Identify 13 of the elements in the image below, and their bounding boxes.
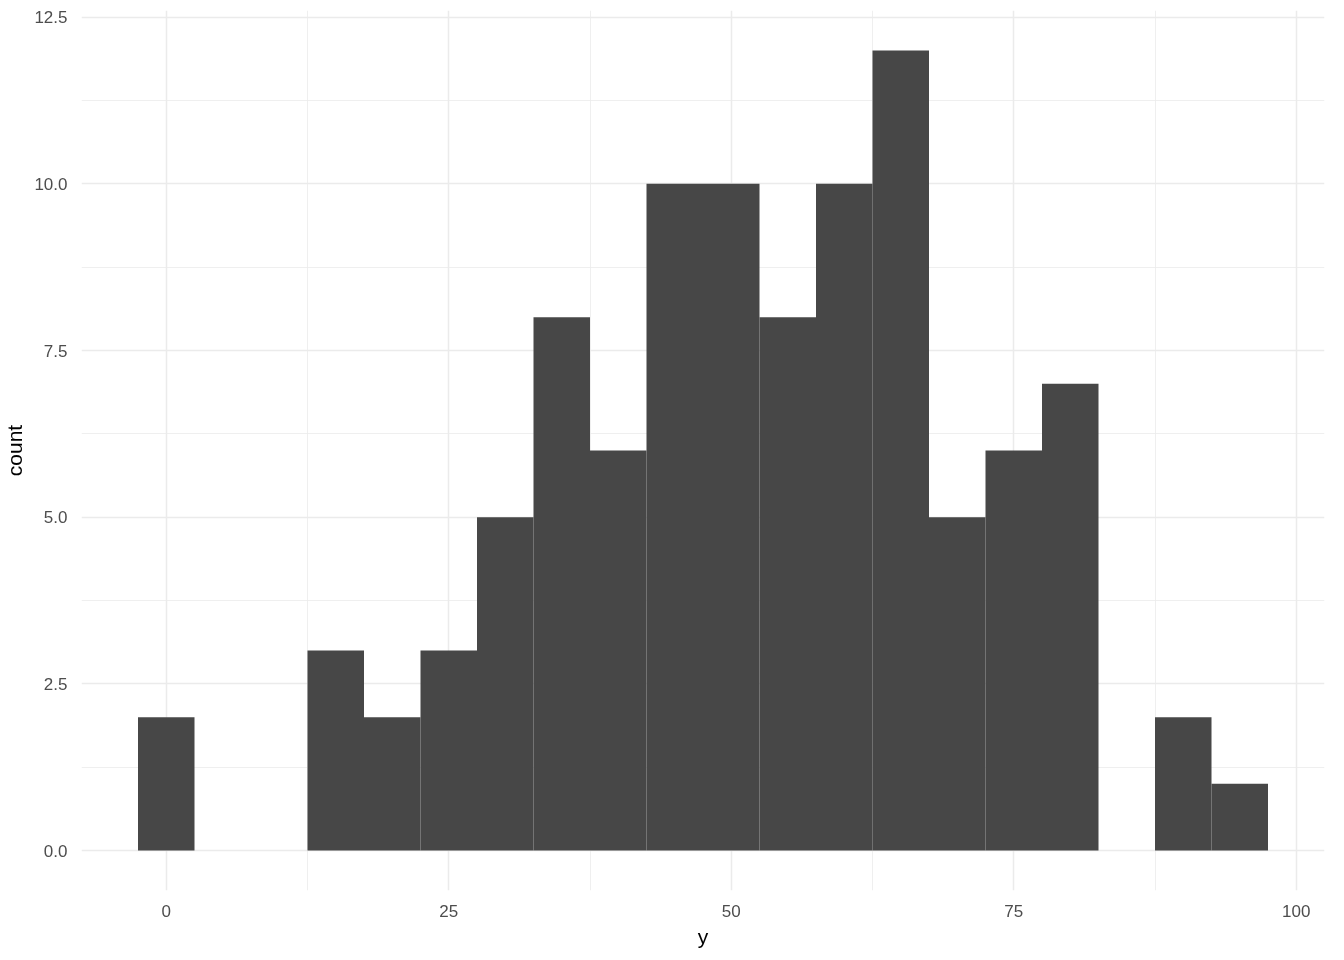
- y-tick-label: 10.0: [34, 174, 68, 194]
- y-tick-label: 5.0: [43, 508, 68, 528]
- y-tick-label: 2.5: [43, 674, 68, 694]
- y-tick-label: 0.0: [43, 841, 68, 861]
- x-tick-label: 100: [1282, 901, 1311, 921]
- x-axis-title: y: [697, 924, 709, 948]
- x-tick-label: 25: [439, 901, 459, 921]
- x-tick-label: 0: [161, 901, 171, 921]
- y-tick-label: 12.5: [34, 8, 68, 28]
- x-tick-label: 75: [1004, 901, 1024, 921]
- y-tick-label: 7.5: [43, 341, 68, 361]
- x-tick-label: 50: [721, 901, 741, 921]
- y-axis-title: count: [3, 424, 27, 477]
